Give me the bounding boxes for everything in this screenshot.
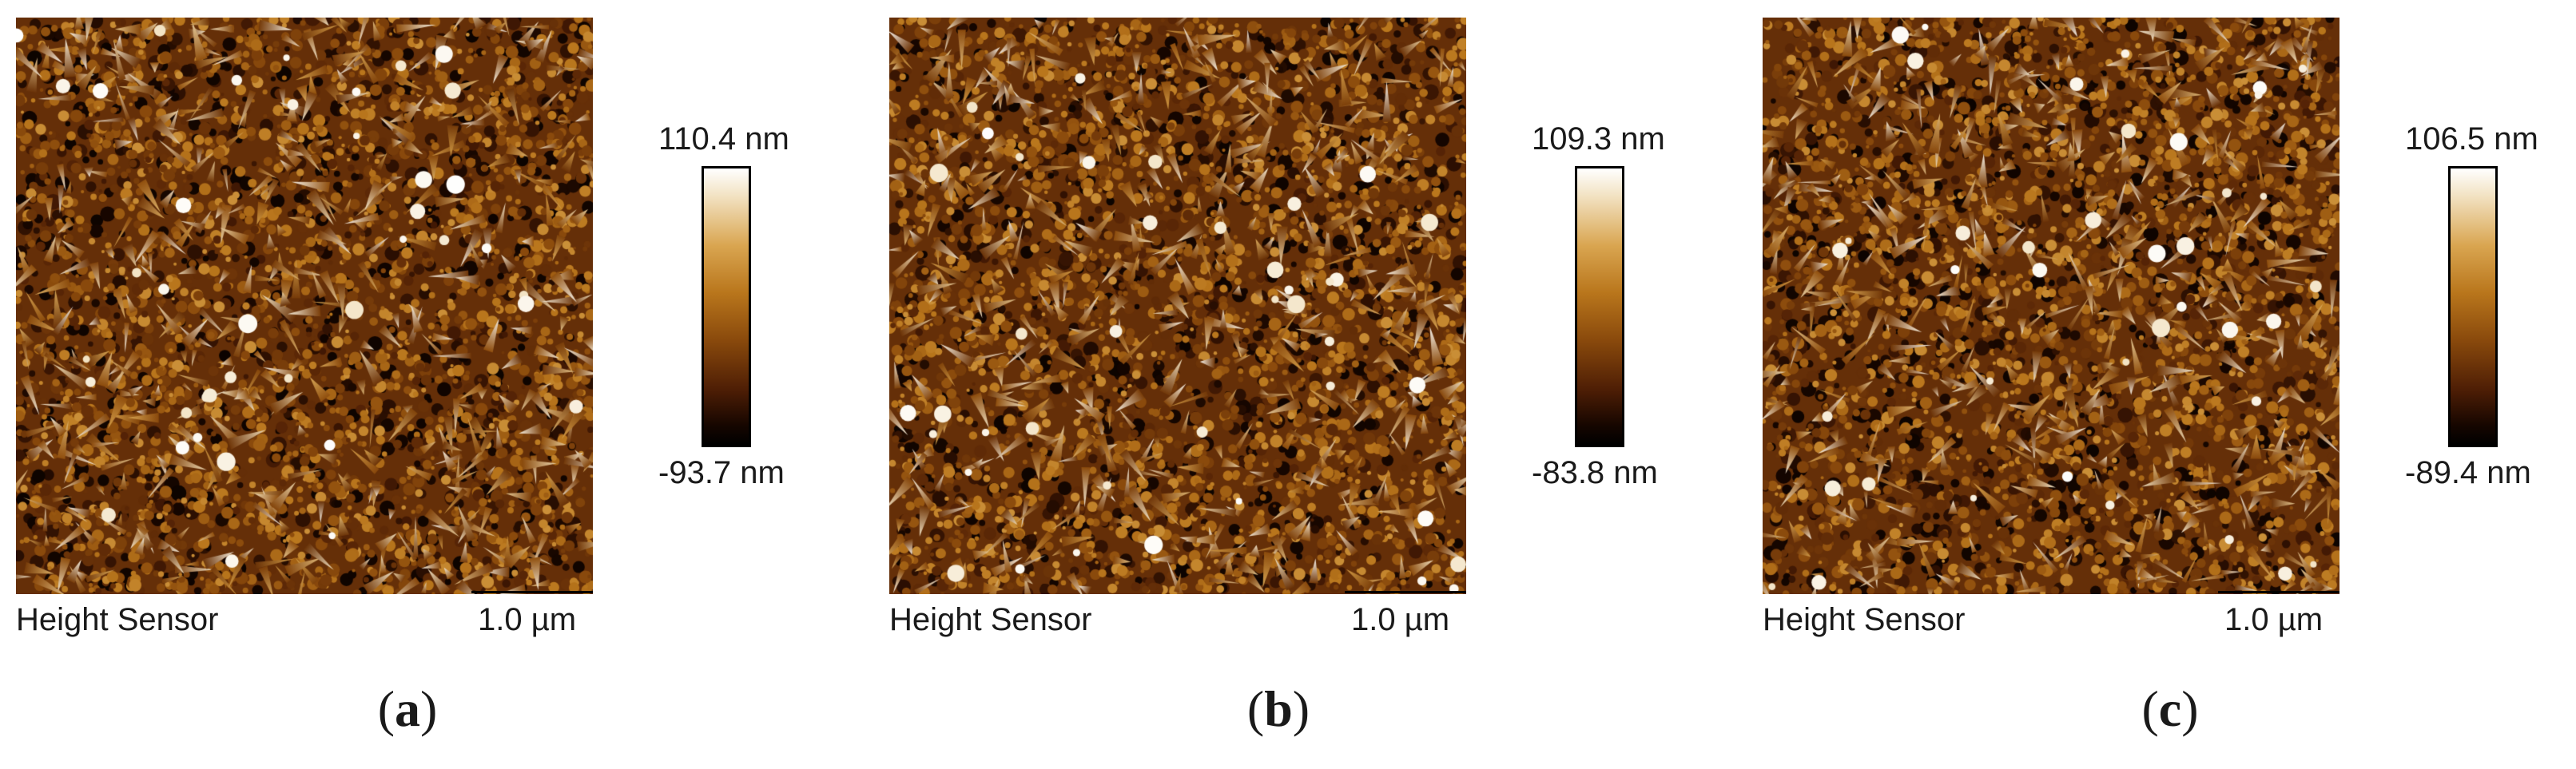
afm-height-map-canvas (1763, 18, 2339, 594)
afm-height-map-image (16, 18, 593, 594)
afm-height-map-canvas (16, 18, 593, 594)
panel-caption-a: (a) (377, 680, 438, 737)
colorbar-max-label: 110.4 nm (658, 121, 789, 157)
afm-panel-b: Height Sensor 1.0 µm 109.3 nm -83.8 nm (873, 0, 1720, 769)
panel-caption-c: (c) (2141, 680, 2199, 737)
scale-bar-label: 1.0 µm (1351, 602, 1450, 637)
sensor-label: Height Sensor (889, 602, 1092, 637)
afm-height-map-image (889, 18, 1466, 594)
colorbar-min-label: -83.8 nm (1532, 455, 1658, 490)
afm-height-map-image (1763, 18, 2339, 594)
panel-caption-b: (b) (1246, 680, 1310, 737)
sensor-label: Height Sensor (16, 602, 219, 637)
scale-bar-label: 1.0 µm (2224, 602, 2324, 637)
height-colorbar (702, 166, 751, 447)
colorbar-max-label: 106.5 nm (2405, 121, 2538, 157)
height-colorbar (2448, 166, 2498, 447)
afm-height-map-canvas (889, 18, 1466, 594)
afm-panel-c: Height Sensor 1.0 µm 106.5 nm -89.4 nm (1747, 0, 2576, 769)
colorbar-min-label: -89.4 nm (2405, 455, 2531, 490)
height-colorbar (1575, 166, 1624, 447)
colorbar-min-label: -93.7 nm (658, 455, 785, 490)
sensor-label: Height Sensor (1763, 602, 1966, 637)
scale-bar-label: 1.0 µm (478, 602, 577, 637)
colorbar-max-label: 109.3 nm (1532, 121, 1665, 157)
scale-bar-line (471, 591, 593, 593)
afm-panel-a: Height Sensor 1.0 µm 110.4 nm -93.7 nm (0, 0, 847, 769)
scale-bar-line (2218, 591, 2339, 593)
scale-bar-line (1345, 591, 1466, 593)
